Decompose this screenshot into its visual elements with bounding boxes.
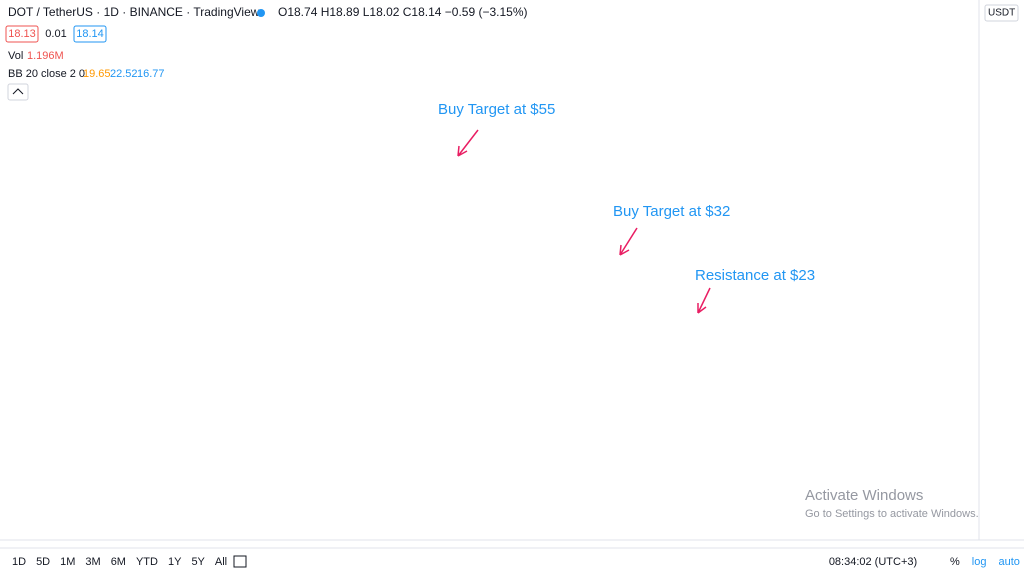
watermark-title: Activate Windows — [805, 487, 923, 504]
range-button[interactable]: 1Y — [168, 556, 182, 568]
scale-option[interactable]: % — [950, 556, 960, 568]
range-button[interactable]: 6M — [111, 556, 126, 568]
calendar-icon[interactable] — [233, 555, 247, 568]
arrow — [697, 287, 711, 314]
bb-lower: 16.77 — [137, 68, 165, 80]
annotation: Buy Target at $55 — [438, 101, 555, 118]
symbol-title: DOT / TetherUS · 1D · BINANCE · TradingV… — [8, 5, 260, 19]
annotation: Buy Target at $32 — [613, 203, 730, 220]
range-button[interactable]: 3M — [85, 556, 100, 568]
toolbar: 1D 5D 1M 3M 6M YTD 1Y 5Y All% log auto — [12, 555, 1020, 568]
arrow — [457, 129, 479, 157]
bb-upper: 22.52 — [110, 68, 138, 80]
currency: USDT — [988, 8, 1015, 19]
ask-box[interactable] — [73, 25, 107, 43]
ohlc: O18.74 H18.89 L18.02 C18.14 −0.59 (−3.15… — [278, 5, 528, 19]
clock: 08:34:02 (UTC+3) — [829, 556, 917, 568]
status-dot — [257, 9, 265, 17]
watermark-text: Go to Settings to activate Windows. — [805, 508, 979, 520]
scale-option[interactable]: auto — [998, 556, 1019, 568]
annotation: Resistance at $23 — [695, 267, 815, 284]
bid-box[interactable] — [5, 25, 39, 43]
range-button[interactable]: 5Y — [191, 556, 205, 568]
bb-label: BB 20 close 2 0 — [8, 68, 85, 80]
range-button[interactable]: 5D — [36, 556, 50, 568]
scale-option[interactable]: log — [972, 556, 987, 568]
vol-value: 1.196M — [27, 50, 64, 62]
range-button[interactable]: 1D — [12, 556, 26, 568]
range-button[interactable]: YTD — [136, 556, 158, 568]
collapse-button[interactable] — [7, 83, 29, 101]
range-button[interactable]: All — [215, 556, 227, 568]
vol-label: Vol — [8, 50, 23, 62]
bb-basis: 19.65 — [83, 68, 111, 80]
range-button[interactable]: 1M — [60, 556, 75, 568]
bid: 18.13 — [8, 28, 36, 40]
collapse-icon — [12, 88, 24, 95]
spread: 0.01 — [45, 28, 66, 40]
ask: 18.14 — [76, 28, 104, 40]
arrow — [619, 227, 638, 256]
currency-dropdown[interactable] — [984, 4, 1019, 22]
